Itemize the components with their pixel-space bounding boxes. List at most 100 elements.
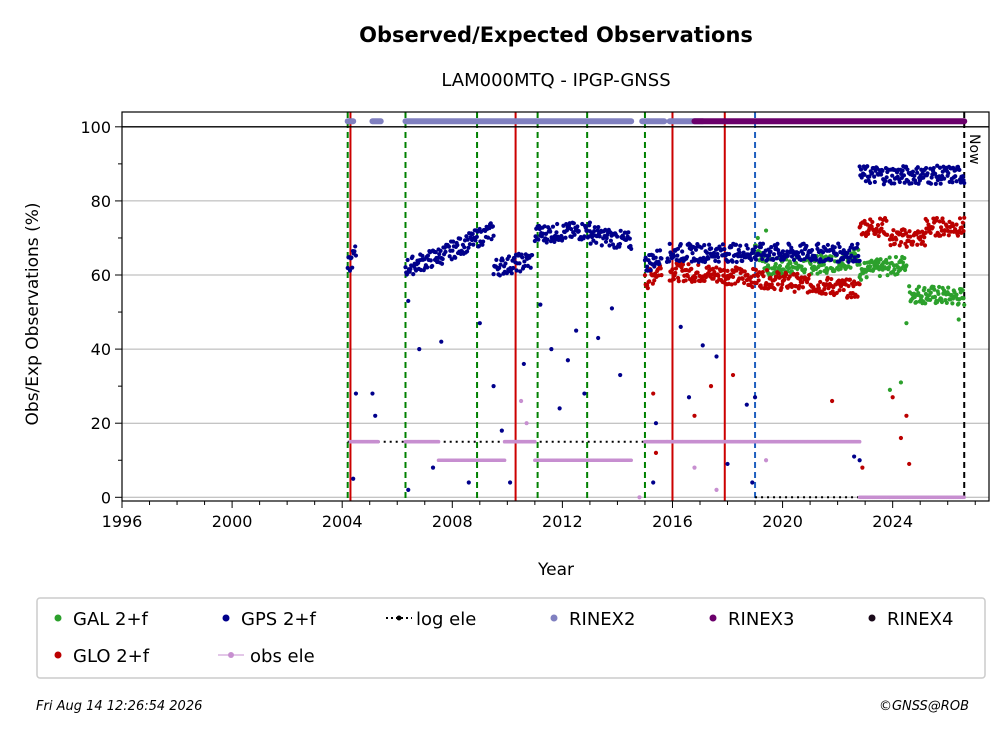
gps-2-f-point bbox=[915, 170, 920, 175]
glo-2-f-point bbox=[729, 282, 734, 287]
gal-2-f-point bbox=[934, 300, 940, 305]
gps-2-f-point bbox=[453, 255, 458, 260]
gps-2-f-point bbox=[696, 259, 701, 265]
gps-2-f-point bbox=[603, 227, 608, 232]
glo-2-f-point bbox=[709, 272, 714, 277]
gal-2-f-point bbox=[927, 297, 933, 303]
gps-2-f-point bbox=[425, 265, 430, 270]
gal-2-f-point bbox=[954, 292, 959, 297]
glo-2-f-point bbox=[894, 237, 899, 242]
glo-2-f-point bbox=[865, 222, 870, 227]
gps-2-f-point bbox=[488, 221, 493, 226]
gps-2-f-point bbox=[353, 253, 359, 258]
gps-2-f-point bbox=[954, 179, 959, 184]
legend-item: RINEX2 bbox=[550, 609, 635, 630]
gps-2-f-point bbox=[500, 258, 505, 263]
glo-2-f-point bbox=[740, 276, 745, 281]
legend-label: RINEX4 bbox=[887, 609, 953, 630]
glo-2-f-point bbox=[693, 275, 698, 280]
glo-2-f-point bbox=[650, 281, 655, 286]
gps-2-f-point bbox=[880, 168, 885, 173]
gps-2-f-point bbox=[751, 248, 757, 253]
gps-2-f-point bbox=[657, 261, 662, 266]
gps-2-f-point bbox=[352, 249, 357, 254]
glo-2-f-point bbox=[950, 223, 956, 229]
gps-2-f-point bbox=[733, 242, 739, 247]
gps-2-f-point bbox=[870, 170, 875, 176]
gps-2-f-point bbox=[494, 257, 499, 262]
gal-2-f-point bbox=[773, 261, 778, 267]
glo-2-f-point bbox=[928, 230, 933, 236]
gps-2-f-point bbox=[350, 265, 355, 270]
glo-2-f-point bbox=[658, 266, 663, 271]
glo-2-f-point bbox=[866, 231, 871, 236]
gps-2-f-point bbox=[550, 224, 556, 229]
gps-2-f-point bbox=[796, 250, 801, 256]
gps-2-f-point bbox=[517, 261, 522, 266]
gps-2-f-point bbox=[521, 361, 526, 367]
gps-2-f-point bbox=[609, 306, 615, 311]
gps-2-f-point bbox=[464, 249, 470, 254]
glo-2-f-point bbox=[830, 398, 835, 404]
glo-2-f-point bbox=[806, 276, 811, 281]
gps-2-f-point bbox=[467, 242, 472, 247]
gps-2-f-point bbox=[798, 257, 804, 262]
glo-2-f-point bbox=[938, 233, 943, 238]
glo-2-f-point bbox=[760, 270, 765, 275]
glo-2-f-point bbox=[885, 232, 890, 237]
gps-2-f-point bbox=[804, 243, 809, 249]
gps-2-f-point bbox=[557, 406, 562, 411]
gps-2-f-point bbox=[836, 241, 841, 246]
gps-2-f-point bbox=[497, 265, 502, 271]
glo-2-f-point bbox=[907, 461, 912, 467]
gps-2-f-point bbox=[942, 176, 947, 181]
gps-2-f-point bbox=[582, 234, 587, 239]
glo-2-f-point bbox=[792, 289, 797, 294]
gps-2-f-point bbox=[511, 265, 516, 271]
gal-2-f-point bbox=[900, 260, 906, 265]
gps-2-f-point bbox=[437, 252, 442, 257]
gps-2-f-point bbox=[470, 231, 475, 237]
gps-2-f-point bbox=[928, 166, 933, 171]
gal-2-f-point bbox=[755, 235, 760, 241]
gps-2-f-point bbox=[474, 234, 479, 240]
gal-2-f-point bbox=[902, 256, 907, 261]
gps-2-f-point bbox=[849, 242, 855, 247]
gps-2-f-point bbox=[576, 228, 581, 234]
gps-2-f-point bbox=[491, 272, 496, 277]
gps-2-f-point bbox=[648, 268, 653, 273]
y-tick-label: 40 bbox=[91, 340, 111, 359]
gps-2-f-point bbox=[438, 248, 443, 253]
glo-2-f-point bbox=[880, 221, 885, 227]
glo-2-f-point bbox=[818, 279, 823, 285]
gps-2-f-point bbox=[506, 254, 512, 259]
gps-2-f-point bbox=[749, 257, 754, 263]
gps-2-f-point bbox=[734, 259, 739, 265]
gal-2-f-point bbox=[868, 264, 873, 269]
glo-2-f-point bbox=[769, 282, 774, 287]
glo-2-f-point bbox=[652, 278, 657, 283]
gps-2-f-point bbox=[962, 180, 967, 186]
x-tick-label: 1996 bbox=[102, 512, 143, 531]
gps-2-f-point bbox=[530, 252, 535, 258]
glo-2-f-point bbox=[756, 278, 761, 283]
gps-2-f-point bbox=[704, 250, 710, 255]
gps-2-f-point bbox=[430, 465, 436, 470]
gps-2-f-point bbox=[814, 257, 819, 262]
glo-2-f-point bbox=[957, 216, 963, 221]
gal-2-f-point bbox=[902, 267, 908, 273]
gps-2-f-point bbox=[714, 354, 719, 359]
gps-2-f-point bbox=[509, 271, 514, 276]
gal-2-f-point bbox=[799, 264, 804, 269]
gps-2-f-point bbox=[653, 255, 658, 260]
gps-2-f-point bbox=[430, 263, 435, 269]
glo-2-f-point bbox=[676, 278, 681, 284]
glo-2-f-point bbox=[685, 274, 690, 279]
gal-2-f-point bbox=[914, 300, 919, 305]
gps-2-f-point bbox=[542, 224, 547, 229]
gps-2-f-point bbox=[410, 254, 415, 259]
footer-timestamp: Fri Aug 14 12:26:54 2026 bbox=[36, 699, 202, 714]
glo-2-f-point bbox=[829, 276, 834, 282]
gps-2-f-point bbox=[852, 454, 857, 459]
